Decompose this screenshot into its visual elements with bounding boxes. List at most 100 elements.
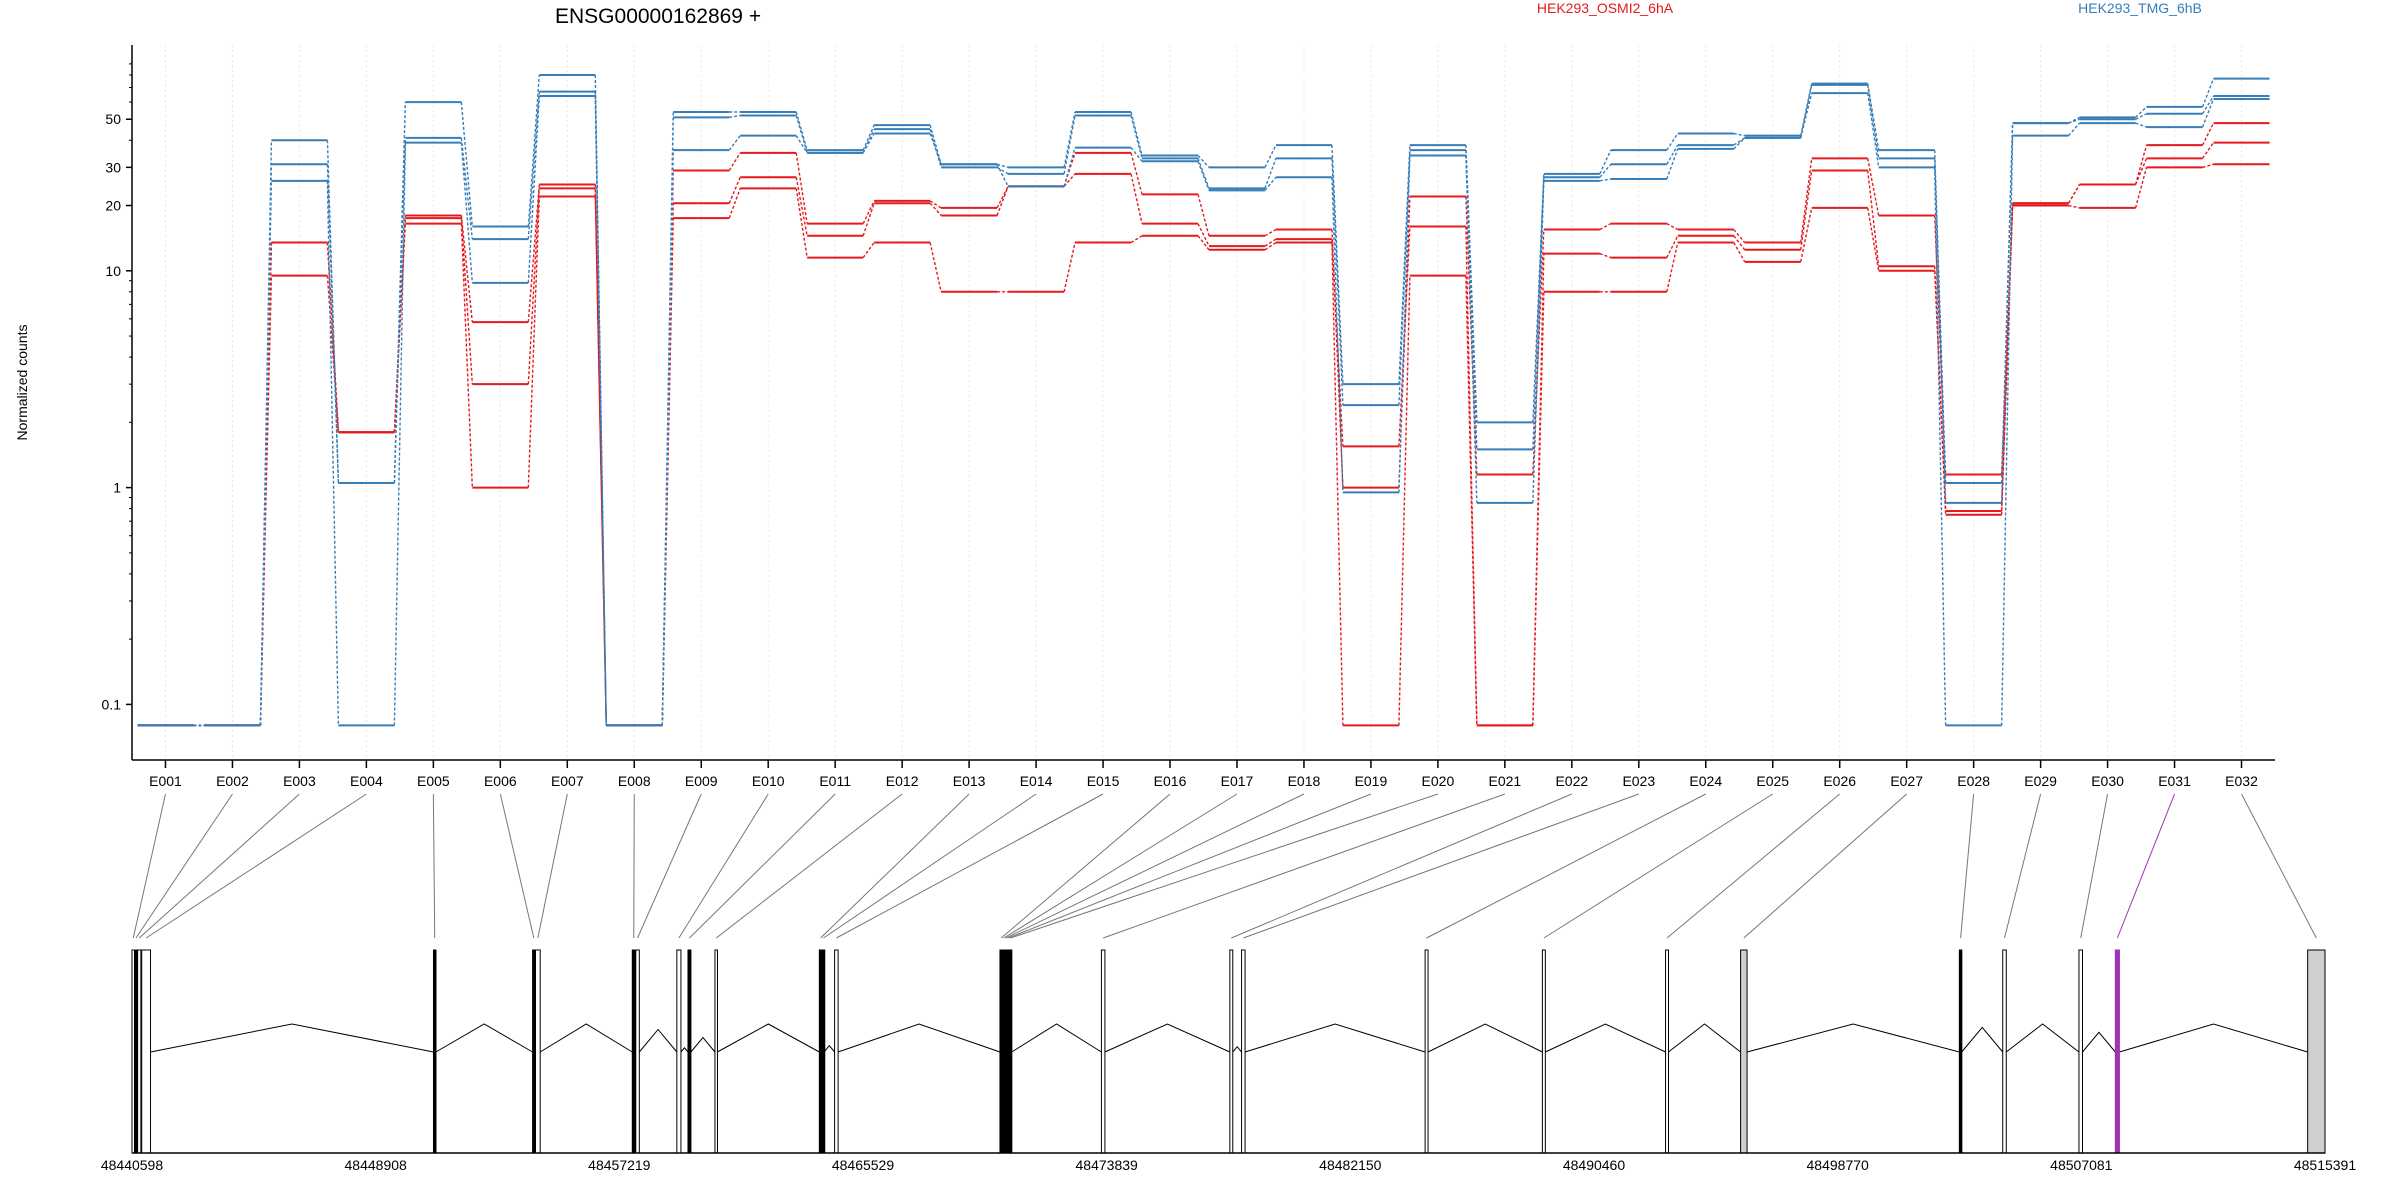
intron-line (837, 1023, 1001, 1053)
series-3-connector (728, 188, 741, 219)
series-6-connector (527, 95, 540, 283)
exon-box-E013 (818, 949, 823, 1154)
series-6-connector (1398, 155, 1411, 493)
connector-E029 (2004, 793, 2042, 939)
coordinate-label: 48490460 (1563, 1157, 1626, 1173)
series-3-connector (1197, 235, 1210, 251)
connector-E030 (2080, 793, 2109, 939)
series-6-connector (862, 133, 875, 154)
series-6-connector (1933, 167, 1947, 726)
connector-E022 (1231, 793, 1573, 939)
series-2-connector (1599, 252, 1612, 259)
series-5-connector (393, 137, 407, 484)
connector-E032 (2241, 793, 2317, 939)
series-3-connector (460, 223, 474, 488)
series-1-connector (460, 215, 474, 323)
coordinate-label: 48498770 (1807, 1157, 1870, 1173)
series-2-connector (1666, 235, 1679, 258)
series-1-connector (1800, 158, 1813, 243)
connector-E026 (1666, 793, 1841, 939)
series-6-connector (728, 135, 741, 151)
series-5-connector (2201, 95, 2215, 115)
series-6-connector (1130, 147, 1143, 162)
exon-box-E008 (631, 949, 636, 1154)
exon-label-E025: E025 (1756, 773, 1789, 789)
series-2-connector (527, 188, 540, 385)
series-4-connector (929, 124, 942, 165)
exon-box-E027 (1740, 949, 1748, 1154)
exon-label-E010: E010 (752, 773, 785, 789)
series-2-connector (929, 202, 942, 216)
series-3-connector (862, 242, 875, 259)
series-5-connector (1398, 150, 1411, 406)
series-2 (137, 141, 2270, 727)
intron-line (1746, 1023, 1960, 1053)
series-1-connector (1599, 223, 1612, 231)
intron-line (1961, 1026, 2004, 1053)
series-6-connector (393, 142, 407, 726)
coordinate-label: 48482150 (1319, 1157, 1382, 1173)
series-2-connector (326, 242, 340, 433)
exon-label-E031: E031 (2158, 773, 2191, 789)
series-6-connector (929, 133, 942, 165)
exon-box-E011 (687, 949, 692, 1154)
series-2-connector (1264, 238, 1277, 247)
y-tick-label: 0.1 (102, 696, 122, 712)
exon-box-E025 (1541, 949, 1546, 1154)
exon-label-E018: E018 (1288, 773, 1321, 789)
series-1-connector (2201, 122, 2215, 146)
series-2-connector (996, 186, 1009, 216)
exon-label-E023: E023 (1622, 773, 1655, 789)
connector-E025 (1543, 793, 1774, 939)
series-3-connector (1867, 207, 1880, 271)
exon-label-E019: E019 (1355, 773, 1388, 789)
series-4-connector (1666, 133, 1679, 151)
series-2-connector (1130, 173, 1143, 224)
exon-label-E028: E028 (1957, 773, 1990, 789)
connector-E020 (1010, 793, 1439, 939)
series-5-connector (1867, 84, 1880, 159)
exon-label-E016: E016 (1154, 773, 1187, 789)
connector-E001 (132, 793, 166, 939)
exon-connectors (132, 793, 2317, 939)
series-1-connector (1197, 194, 1210, 236)
exon-box-E026 (1665, 949, 1669, 1154)
series-5-connector (460, 137, 474, 240)
series-layer (137, 73, 2270, 727)
series-1-connector (1666, 223, 1679, 231)
coordinate-label: 48440598 (101, 1157, 164, 1173)
series-1-connector (1130, 152, 1143, 195)
exon-box-E028 (1958, 949, 1963, 1154)
series-2-connector (1331, 239, 1344, 447)
series-4-connector (1800, 83, 1813, 136)
series-4-connector (1867, 83, 1880, 151)
exon-box-E002 (134, 949, 138, 1154)
genomic-coordinate-axis: 48440598 48448908 48457219 48465529 48473839… (101, 1152, 2356, 1173)
series-6-connector (326, 180, 340, 726)
connector-E011 (689, 793, 836, 939)
series-6-connector (1733, 137, 1746, 150)
connector-E023 (1243, 793, 1639, 939)
series-5-connector (1264, 158, 1277, 189)
exon-label-E032: E032 (2225, 773, 2258, 789)
exon-label-E004: E004 (350, 773, 383, 789)
gene-model (131, 949, 2326, 1154)
series-5-connector (795, 115, 808, 154)
connector-E014 (823, 793, 1037, 939)
intron-line (2005, 1023, 2080, 1053)
series-6-connector (1264, 176, 1277, 191)
intron-line (2119, 1023, 2308, 1053)
series-1-connector (728, 152, 741, 171)
exon-label-E011: E011 (819, 773, 851, 789)
series-5-connector (1331, 158, 1344, 406)
intron-line (823, 1044, 835, 1053)
series-6-connector (259, 180, 273, 726)
exon-box-E003 (137, 949, 142, 1154)
series-6-connector (2135, 122, 2147, 128)
exon-label-E017: E017 (1221, 773, 1254, 789)
exon-box-E029 (2002, 949, 2007, 1154)
series-4-connector (2000, 123, 2014, 484)
connector-E013 (820, 793, 970, 939)
series-6-connector (1666, 148, 1679, 180)
series-4-connector (1130, 111, 1143, 156)
